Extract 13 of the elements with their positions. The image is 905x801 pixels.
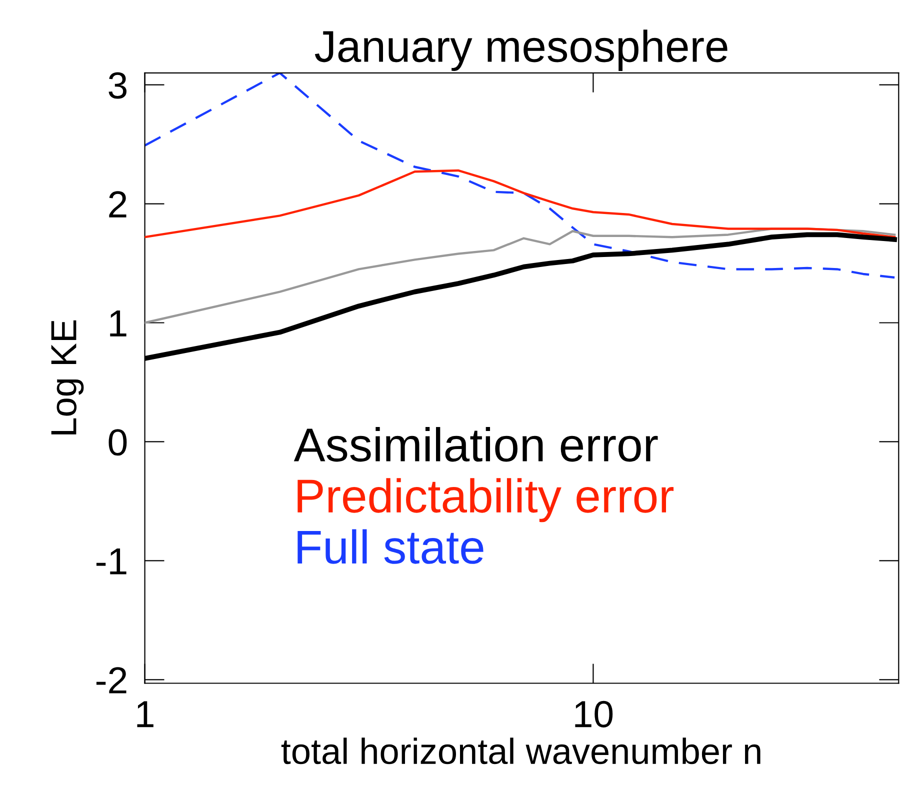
text: Assimilation error	[294, 427, 658, 462]
y-tick-label: -2	[96, 667, 126, 694]
text: Predictability error	[298, 478, 674, 522]
y-tick-label: -1	[96, 548, 126, 574]
x-tick-label: 10	[575, 700, 613, 728]
chart-title: January mesosphere	[314, 30, 728, 71]
y-tick-label: 0	[108, 429, 127, 456]
y-tick-label: 1	[110, 310, 126, 336]
y-tick-label: 2	[109, 191, 126, 218]
y-axis-title: Log KE	[51, 320, 84, 434]
y-tick-label: 3	[108, 72, 126, 99]
text: Full state	[298, 529, 484, 564]
x-axis-title: total horizontal wavenumber n	[281, 738, 760, 764]
